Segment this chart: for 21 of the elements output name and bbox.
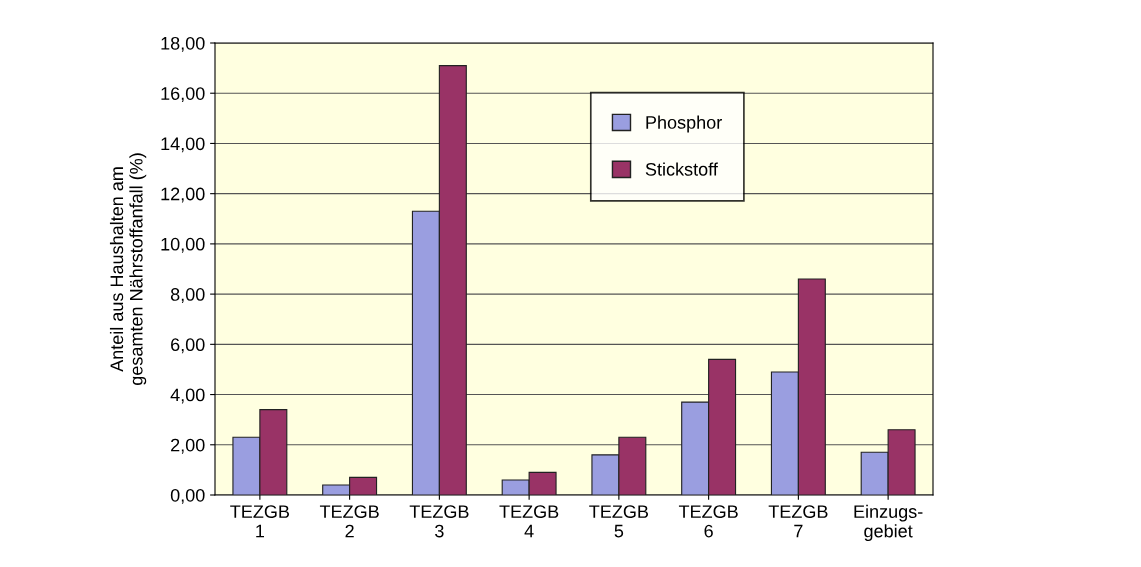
x-tick-label: TEZGB 5 [589,505,649,538]
y-tick-label: 10,00 [161,237,205,253]
y-tick-label: 0,00 [170,488,205,504]
x-tick-label: TEZGB 2 [319,505,379,538]
y-tick-label: 4,00 [170,388,205,404]
x-tick-label: TEZGB 7 [768,505,828,538]
legend-label: Phosphor [646,115,722,133]
x-tick-label: TEZGB 6 [678,505,738,538]
y-axis-title: Anteil aus Haushalten am gesamten Nährstoffanfall (%) [109,153,147,385]
x-tick-label: Einzugs- gebiet [854,504,923,541]
y-tick-label: 6,00 [171,338,205,354]
y-tick-label: 8,00 [170,288,205,303]
y-tick-label: 14,00 [161,137,205,153]
y-tick-label: 12,00 [161,187,205,203]
x-tick-label: TEZGB 4 [499,505,559,538]
y-tick-label: 18,00 [161,36,205,52]
legend-label: Stickstoff [645,162,718,176]
x-tick-label: TEZGB 3 [409,505,469,538]
x-tick-label: TEZGB 1 [230,505,290,538]
y-tick-label: 16,00 [161,87,205,103]
y-tick-label: 2,00 [171,438,205,454]
